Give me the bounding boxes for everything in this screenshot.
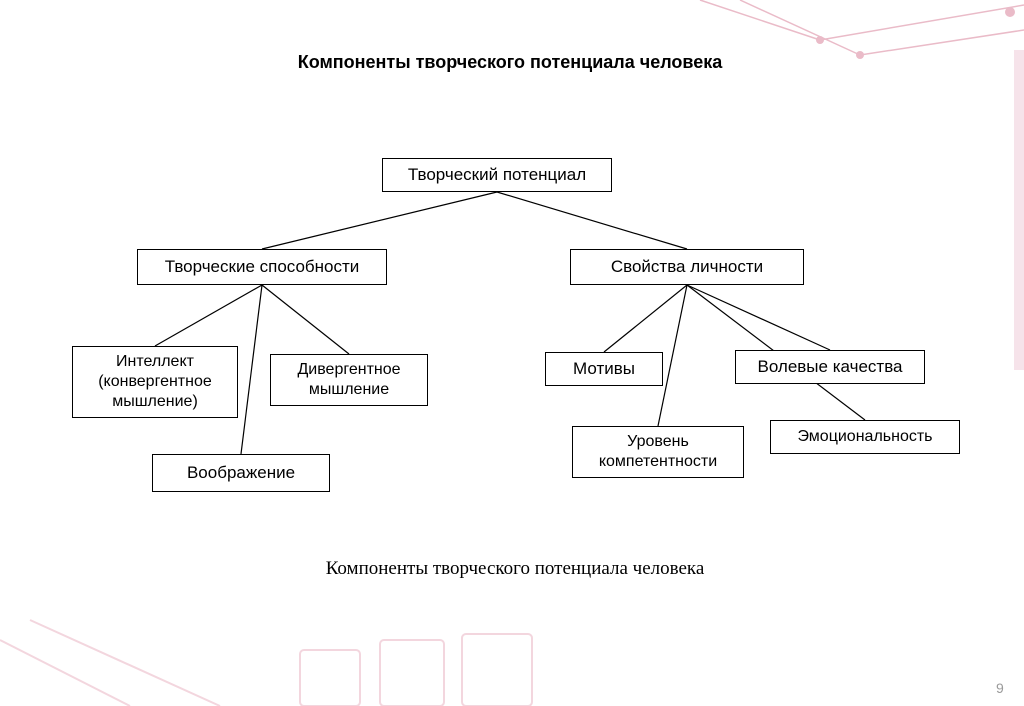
node-div: Дивергентное мышление <box>270 354 428 406</box>
node-pers: Свойства личности <box>570 249 804 285</box>
diagram-caption: Компоненты творческого потенциала челове… <box>280 558 750 580</box>
node-will: Волевые качества <box>735 350 925 384</box>
node-emo: Эмоциональность <box>770 420 960 454</box>
page-number: 9 <box>996 680 1004 696</box>
node-motiv: Мотивы <box>545 352 663 386</box>
node-imag: Воображение <box>152 454 330 492</box>
node-abil: Творческие способности <box>137 249 387 285</box>
node-comp: Уровень компетентности <box>572 426 744 478</box>
node-root: Творческий потенциал <box>382 158 612 192</box>
node-intel: Интеллект (конвергентное мышление) <box>72 346 238 418</box>
page-title: Компоненты творческого потенциала челове… <box>260 52 760 73</box>
